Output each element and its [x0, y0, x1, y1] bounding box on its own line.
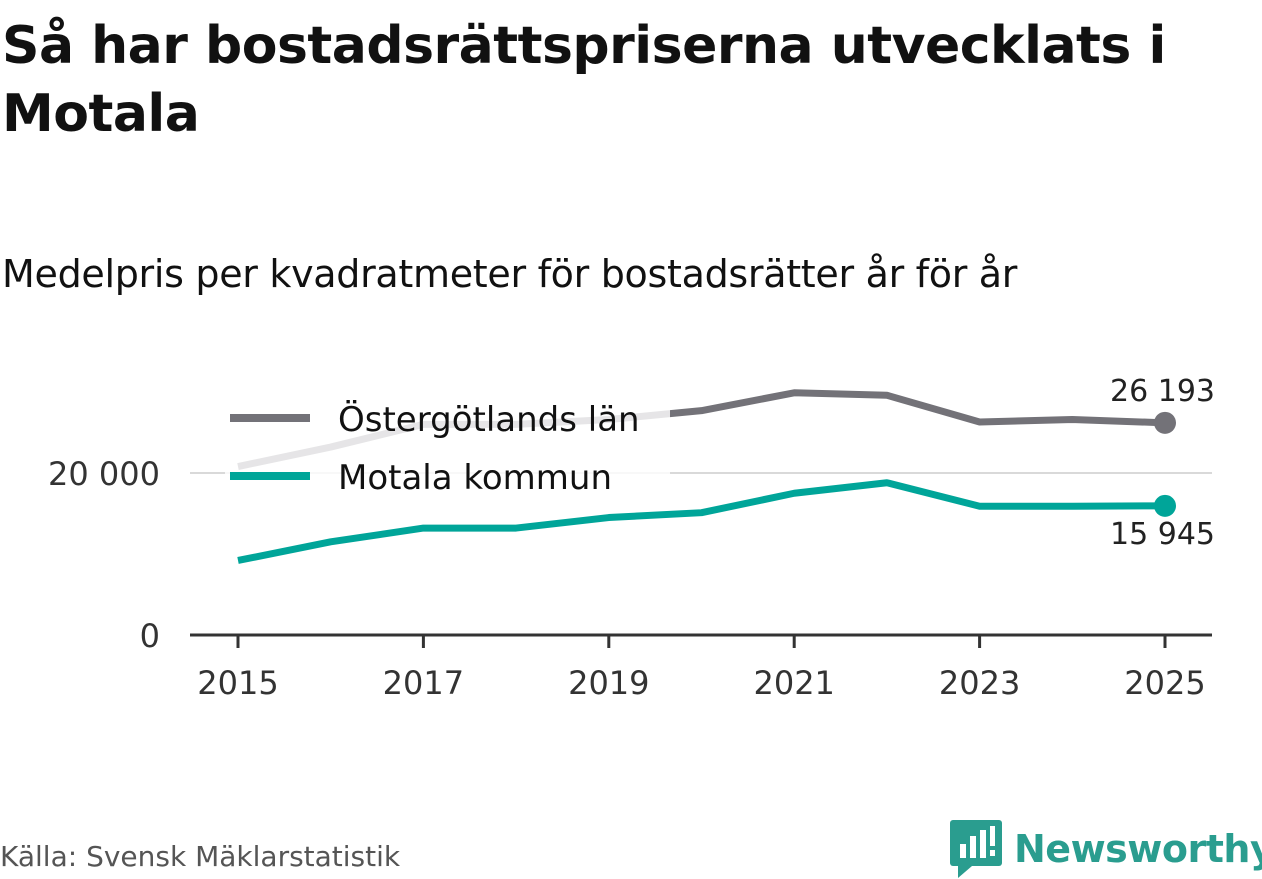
newsworthy-logo-text: Newsworthy — [1014, 827, 1262, 871]
legend-background — [225, 392, 670, 506]
end-marker-kommun — [1154, 494, 1176, 517]
end-marker-lan — [1154, 411, 1176, 434]
y-tick-label: 20 000 — [48, 455, 160, 493]
legend-label-lan: Östergötlands län — [338, 399, 640, 440]
legend: Östergötlands län Motala kommun — [225, 392, 670, 506]
chart-subtitle: Medelpris per kvadratmeter för bostadsrä… — [2, 252, 1018, 296]
x-tick-label: 2025 — [1124, 664, 1205, 702]
series-line-kommun — [237, 479, 1166, 564]
end-label-lan: 26 193 — [1110, 374, 1215, 409]
newsworthy-logo: Newsworthy — [950, 820, 1262, 878]
axis-layer: 0 20 000 2015 2017 2019 2021 2023 2025 — [48, 455, 1212, 702]
x-tick-label: 2021 — [753, 664, 834, 702]
x-tick-label: 2019 — [568, 664, 649, 702]
source-note: Källa: Svensk Mäklarstatistik — [0, 840, 401, 873]
chart-title: Så har bostadsrättspriserna utvecklats i… — [2, 16, 1166, 144]
end-label-kommun: 15 945 — [1110, 517, 1215, 552]
x-tick-label: 2023 — [939, 664, 1020, 702]
x-tick-label: 2017 — [383, 664, 464, 702]
newsworthy-logo-icon — [950, 820, 1002, 878]
legend-label-kommun: Motala kommun — [338, 458, 612, 498]
x-tick-label: 2015 — [197, 664, 278, 702]
y-tick-label: 0 — [140, 617, 160, 655]
